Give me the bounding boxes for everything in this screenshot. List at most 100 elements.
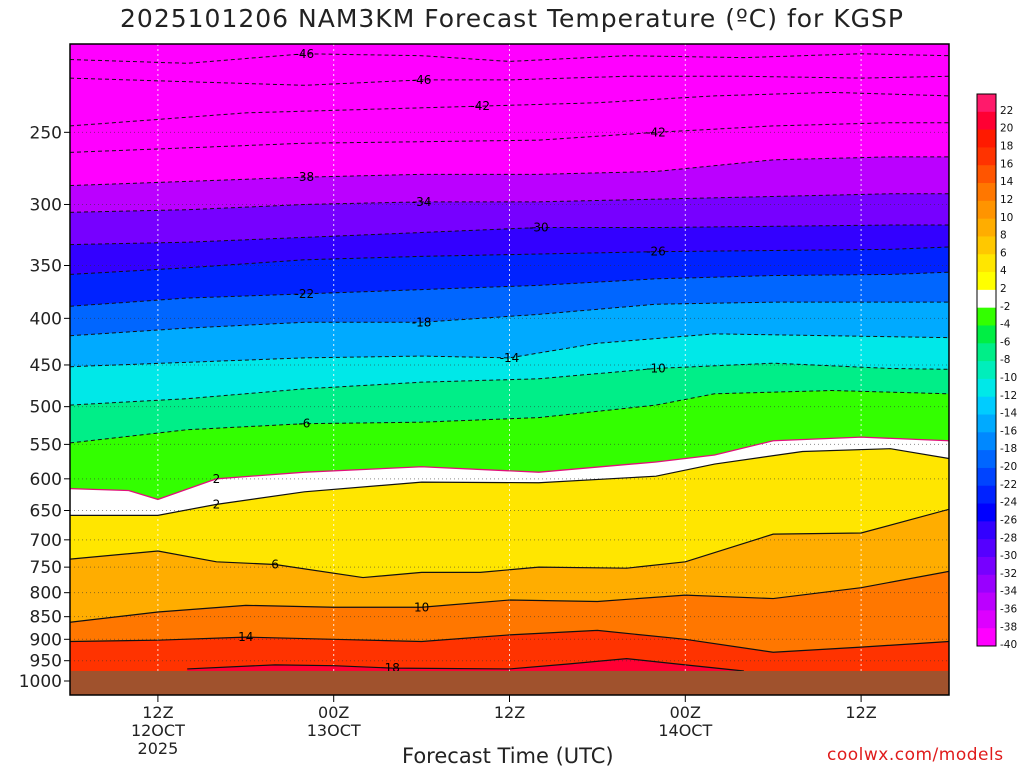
colorbar-swatch bbox=[977, 574, 996, 594]
colorbar-label: -32 bbox=[1000, 568, 1017, 580]
colorbar-swatch bbox=[977, 450, 996, 469]
colorbar-swatch bbox=[977, 610, 996, 629]
colorbar-swatch bbox=[977, 129, 996, 148]
colorbar-label: -28 bbox=[1000, 532, 1017, 544]
colorbar-label: 18 bbox=[1000, 141, 1013, 153]
isotherm-line bbox=[70, 333, 949, 368]
isotherm-line bbox=[70, 362, 949, 406]
colorbar-label: -6 bbox=[1000, 336, 1011, 348]
y-tick-label: 600 bbox=[30, 470, 62, 490]
isotherm-line bbox=[70, 75, 949, 86]
colorbar-label: -8 bbox=[1000, 354, 1010, 366]
y-tick-label: 400 bbox=[30, 309, 62, 329]
x-tick-year: 2025 bbox=[138, 739, 179, 758]
isotherm-line bbox=[70, 91, 949, 127]
isotherm-line bbox=[70, 448, 949, 516]
x-axis-label: Forecast Time (UTC) bbox=[402, 744, 614, 768]
colorbar-label: 22 bbox=[1000, 105, 1013, 117]
isotherm-label: 2 bbox=[213, 472, 221, 486]
isotherm-label: -30 bbox=[529, 221, 549, 235]
x-tick-label: 00Z bbox=[670, 703, 701, 722]
colorbar-label: -20 bbox=[1000, 461, 1017, 473]
y-tick-label: 500 bbox=[30, 398, 62, 418]
colorbar-swatch bbox=[977, 147, 996, 166]
isotherm-line bbox=[70, 301, 949, 337]
colorbar-swatch bbox=[977, 539, 996, 558]
colorbar-label: 8 bbox=[1000, 230, 1007, 242]
isotherm-label: -6 bbox=[298, 417, 310, 431]
colorbar-label: -34 bbox=[1000, 586, 1017, 598]
colorbar-swatch bbox=[977, 592, 996, 611]
isotherm-line bbox=[70, 436, 949, 501]
colorbar-swatch bbox=[977, 432, 996, 451]
x-tick-date: 12OCT bbox=[131, 721, 185, 740]
colorbar-label: 14 bbox=[1000, 176, 1014, 188]
y-tick-label: 350 bbox=[30, 256, 62, 276]
colorbar-swatch bbox=[977, 628, 996, 647]
x-tick-label: 00Z bbox=[318, 703, 349, 722]
colorbar-swatch bbox=[977, 556, 996, 576]
isotherm-line bbox=[70, 53, 949, 64]
isotherm-label: -10 bbox=[646, 361, 666, 375]
colorbar-swatch bbox=[977, 94, 996, 113]
colorbar-label: -30 bbox=[1000, 550, 1017, 562]
colorbar-swatch bbox=[977, 183, 996, 202]
y-tick-label: 900 bbox=[30, 630, 62, 650]
colorbar-label: -24 bbox=[1000, 497, 1017, 509]
y-tick-label: 700 bbox=[30, 531, 62, 551]
colorbar-swatch bbox=[977, 200, 996, 220]
colorbar-swatch bbox=[977, 165, 996, 184]
isotherm-label: 10 bbox=[414, 600, 429, 614]
isotherm-line bbox=[70, 271, 949, 307]
temperature-fill bbox=[70, 44, 949, 695]
colorbar-swatch bbox=[977, 467, 996, 487]
isotherm-line bbox=[70, 156, 949, 187]
colorbar-label: 6 bbox=[1000, 247, 1007, 259]
colorbar-label: -38 bbox=[1000, 621, 1017, 633]
isotherm-label: 6 bbox=[271, 557, 279, 571]
isotherm-line bbox=[70, 122, 949, 153]
colorbar-swatch bbox=[977, 503, 996, 522]
colorbar-label: -12 bbox=[1000, 390, 1017, 402]
isotherm-line bbox=[187, 658, 744, 672]
isotherm-line bbox=[70, 193, 949, 213]
y-tick-label: 1000 bbox=[19, 672, 62, 692]
x-tick-label: 12Z bbox=[845, 703, 876, 722]
colorbar-label: 2 bbox=[1000, 283, 1007, 295]
colorbar-swatch bbox=[977, 521, 996, 540]
isotherm-line bbox=[70, 390, 949, 444]
temperature-band-warm-pocket bbox=[187, 658, 744, 673]
isotherm-line bbox=[70, 246, 949, 275]
colorbar-label: -16 bbox=[1000, 425, 1017, 437]
y-tick-label: 800 bbox=[30, 584, 62, 604]
isotherm-label: -42 bbox=[470, 99, 490, 113]
isotherm-label: 2 bbox=[213, 497, 221, 511]
colorbar-swatch bbox=[977, 111, 996, 131]
y-tick-label: 850 bbox=[30, 608, 62, 628]
colorbar-swatch bbox=[977, 307, 996, 326]
colorbar-label: -2 bbox=[1000, 301, 1010, 313]
colorbar-label: 4 bbox=[1000, 265, 1007, 277]
colorbar-swatch bbox=[977, 289, 996, 309]
x-tick-label: 12Z bbox=[142, 703, 173, 722]
colorbar-label: -14 bbox=[1000, 408, 1017, 420]
colorbar-swatch bbox=[977, 485, 996, 505]
colorbar-swatch bbox=[977, 325, 996, 344]
ground-surface bbox=[70, 670, 949, 695]
colorbar-label: 12 bbox=[1000, 194, 1013, 206]
colorbar-label: -22 bbox=[1000, 479, 1017, 491]
isotherm-label: -46 bbox=[412, 73, 432, 87]
y-tick-label: 250 bbox=[30, 123, 62, 143]
isotherm-line bbox=[70, 629, 949, 653]
y-tick-label: 650 bbox=[30, 502, 62, 522]
y-tick-label: 950 bbox=[30, 652, 62, 672]
source-credit[interactable]: coolwx.com/models bbox=[827, 745, 1004, 765]
colorbar-swatch bbox=[977, 218, 996, 237]
colorbar-swatch bbox=[977, 254, 996, 273]
isotherm-line bbox=[70, 570, 949, 623]
colorbar-label: -36 bbox=[1000, 603, 1017, 615]
colorbar-label: 20 bbox=[1000, 123, 1013, 135]
isotherm-line bbox=[70, 508, 949, 579]
isotherm-label: 14 bbox=[238, 630, 253, 644]
